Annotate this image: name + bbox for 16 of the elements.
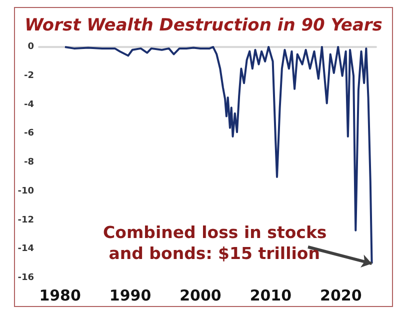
x-tick-label: 1980: [39, 286, 81, 304]
y-tick-label: -2: [24, 70, 34, 81]
y-tick-label: -8: [24, 158, 34, 168]
y-tick-label: 0: [28, 42, 34, 52]
x-tick-label: 2020: [320, 286, 362, 304]
x-tick-label: 2010: [250, 286, 292, 304]
x-tick-label: 1990: [109, 286, 152, 304]
y-tick-label: -16: [18, 273, 34, 283]
y-tick-label: -14: [18, 244, 34, 254]
y-tick-label: -4: [24, 100, 34, 110]
y-tick-label: -12: [18, 215, 34, 226]
y-tick-label: -6: [24, 128, 34, 139]
x-tick-label: 2000: [180, 286, 222, 304]
y-tick-label: -10: [18, 186, 34, 196]
chart-title: Worst Wealth Destruction in 90 Years: [24, 16, 382, 36]
annotation: Combined loss in stocks and bonds: $15 trillion: [103, 223, 327, 263]
